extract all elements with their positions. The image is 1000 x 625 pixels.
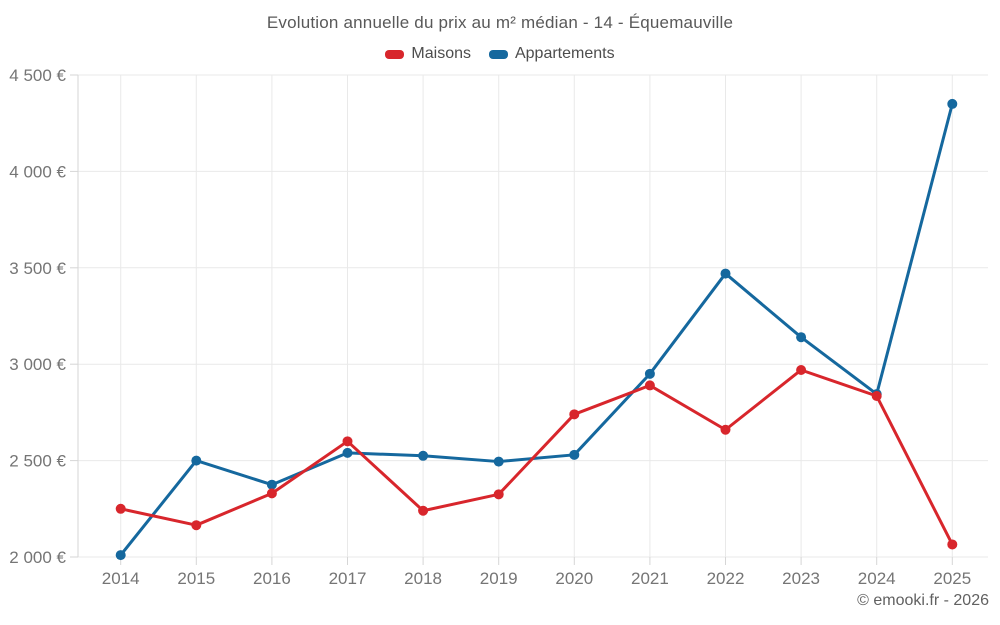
data-point-maisons-2024[interactable] bbox=[871, 391, 882, 402]
data-point-maisons-2025[interactable] bbox=[947, 539, 958, 550]
data-point-maisons-2017[interactable] bbox=[342, 436, 353, 447]
y-tick-label: 3 000 € bbox=[9, 355, 66, 374]
x-tick-label: 2022 bbox=[707, 569, 745, 588]
x-tick-label: 2019 bbox=[480, 569, 518, 588]
y-tick-label: 4 000 € bbox=[9, 162, 66, 181]
data-point-appartements-2016[interactable] bbox=[266, 479, 277, 490]
maisons-swatch-icon bbox=[385, 49, 405, 59]
x-tick-label: 2023 bbox=[782, 569, 820, 588]
legend-item-appartements[interactable]: Appartements bbox=[488, 45, 615, 63]
x-tick-label: 2021 bbox=[631, 569, 669, 588]
data-point-maisons-2015[interactable] bbox=[191, 520, 202, 531]
data-point-maisons-2023[interactable] bbox=[796, 364, 807, 375]
x-tick-label: 2015 bbox=[177, 569, 215, 588]
x-tick-label: 2016 bbox=[253, 569, 291, 588]
legend-label-maisons: Maisons bbox=[411, 45, 471, 62]
y-tick-label: 3 500 € bbox=[9, 259, 66, 278]
data-point-appartements-2014[interactable] bbox=[115, 550, 126, 561]
x-tick-label: 2017 bbox=[329, 569, 367, 588]
data-point-maisons-2014[interactable] bbox=[115, 503, 126, 514]
data-point-maisons-2016[interactable] bbox=[266, 488, 277, 499]
series-line-maisons bbox=[119, 368, 954, 546]
data-point-appartements-2015[interactable] bbox=[191, 455, 202, 466]
data-point-appartements-2023[interactable] bbox=[796, 332, 807, 343]
y-tick-label: 4 500 € bbox=[9, 66, 66, 85]
legend-item-maisons[interactable]: Maisons bbox=[385, 45, 471, 63]
data-point-appartements-2025[interactable] bbox=[947, 98, 958, 109]
data-point-appartements-2021[interactable] bbox=[644, 368, 655, 379]
data-point-appartements-2018[interactable] bbox=[418, 450, 429, 461]
data-point-appartements-2017[interactable] bbox=[342, 447, 353, 458]
chart-legend: Maisons Appartements bbox=[0, 45, 1000, 63]
data-point-maisons-2022[interactable] bbox=[720, 424, 731, 435]
chart-title: Evolution annuelle du prix au m² médian … bbox=[266, 13, 734, 32]
y-tick-label: 2 500 € bbox=[9, 452, 66, 471]
data-point-maisons-2019[interactable] bbox=[493, 489, 504, 500]
series-line-appartements bbox=[119, 102, 954, 557]
appartements-swatch-icon bbox=[488, 49, 508, 59]
data-point-appartements-2020[interactable] bbox=[569, 449, 580, 460]
footer-credit: © emooki.fr - 2026 bbox=[857, 592, 989, 609]
data-point-appartements-2022[interactable] bbox=[720, 268, 731, 279]
data-point-maisons-2018[interactable] bbox=[418, 505, 429, 516]
x-tick-label: 2025 bbox=[933, 569, 971, 588]
data-point-appartements-2019[interactable] bbox=[493, 456, 504, 467]
legend-label-appartements: Appartements bbox=[514, 45, 615, 62]
data-point-maisons-2020[interactable] bbox=[569, 409, 580, 420]
data-point-maisons-2021[interactable] bbox=[644, 380, 655, 391]
x-tick-label: 2018 bbox=[404, 569, 442, 588]
x-tick-label: 2014 bbox=[102, 569, 140, 588]
x-tick-label: 2020 bbox=[555, 569, 593, 588]
y-tick-label: 2 000 € bbox=[9, 548, 66, 567]
x-tick-label: 2024 bbox=[858, 569, 896, 588]
